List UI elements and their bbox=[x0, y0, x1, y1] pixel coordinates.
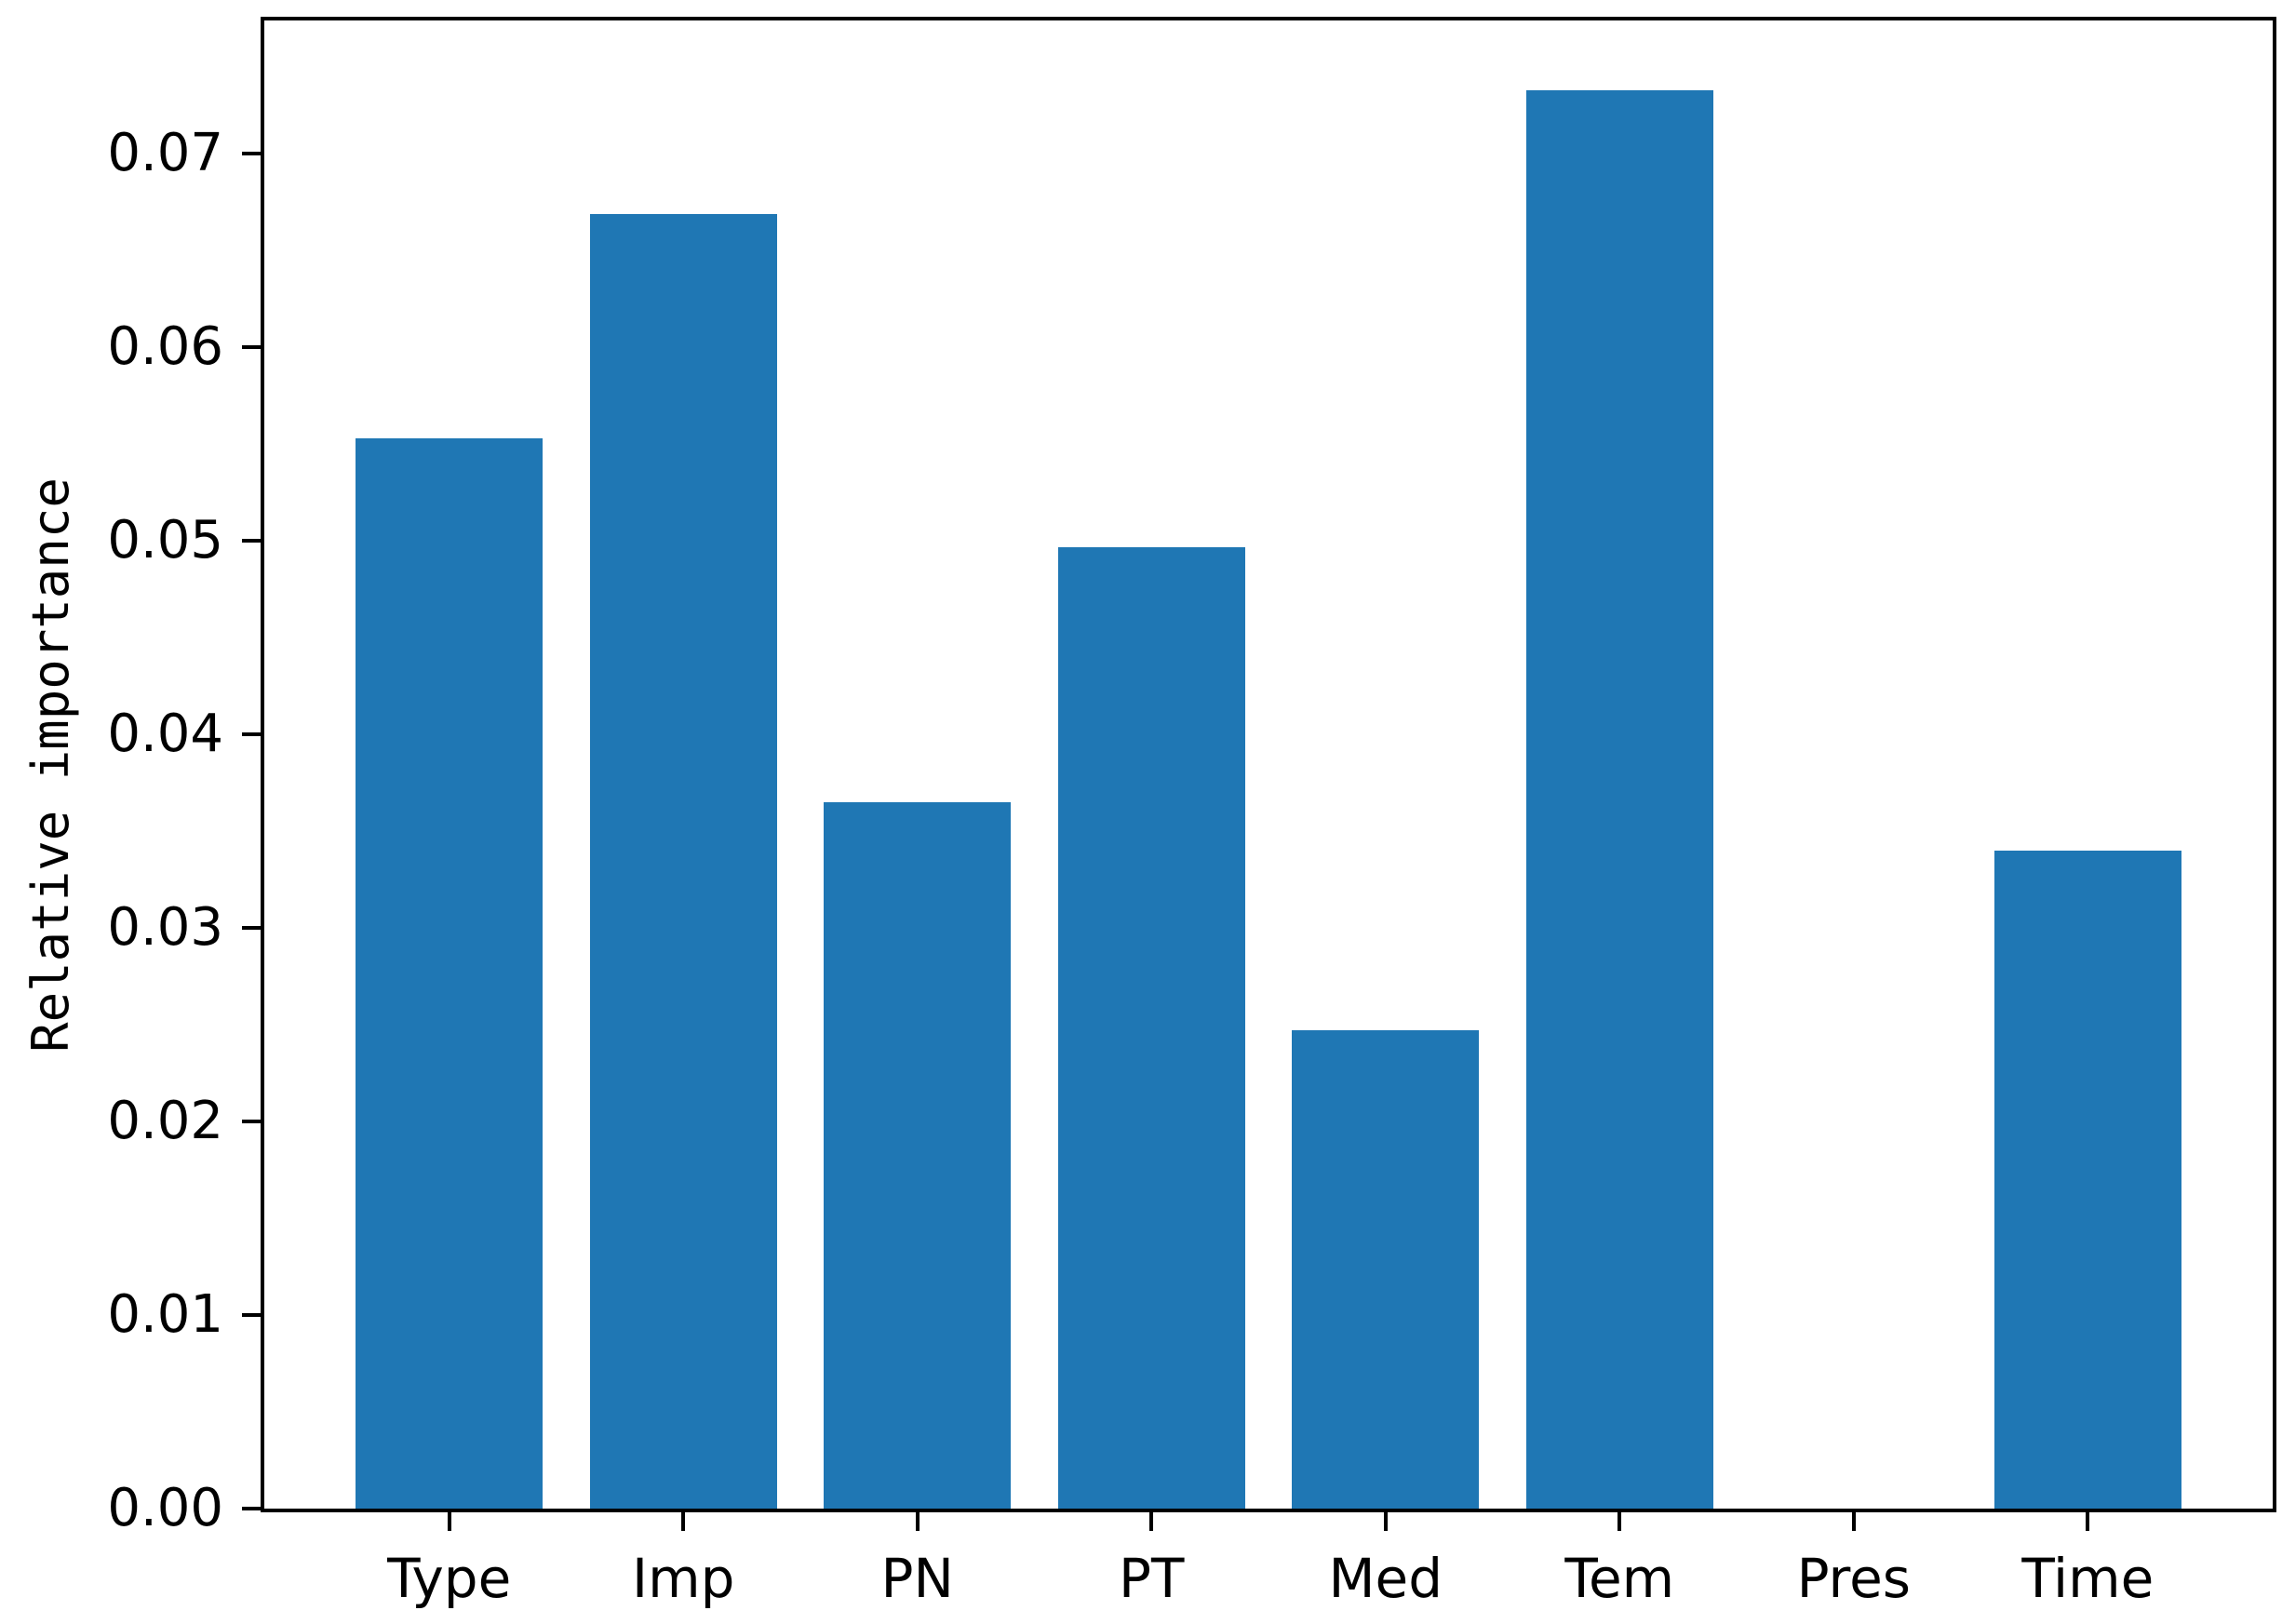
bar-tem bbox=[1525, 89, 1713, 1509]
x-tick-mark-imp bbox=[681, 1512, 686, 1531]
bar-pt bbox=[1057, 546, 1245, 1509]
y-tick-mark-0.01 bbox=[242, 1313, 261, 1318]
y-tick-mark-0.07 bbox=[242, 152, 261, 156]
x-tick-mark-pn bbox=[915, 1512, 920, 1531]
plot-area: 0.00 0.01 0.02 0.03 0.04 0.05 0.06 0.07 Type Imp… bbox=[107, 17, 2276, 1605]
y-tick-label-0.06: 0.06 bbox=[107, 316, 223, 378]
y-tick-label-0.04: 0.04 bbox=[107, 704, 223, 765]
y-tick-mark-0.03 bbox=[242, 926, 261, 931]
y-tick-mark-0.00 bbox=[242, 1507, 261, 1510]
bar-imp bbox=[589, 213, 777, 1509]
x-tick-mark-pt bbox=[1149, 1512, 1154, 1531]
y-tick-label-0.07: 0.07 bbox=[107, 123, 223, 184]
y-tick-mark-0.05 bbox=[242, 539, 261, 544]
bar-med bbox=[1292, 1030, 1480, 1509]
y-axis-label: Relative importance bbox=[21, 477, 80, 1053]
y-tick-label-0.05: 0.05 bbox=[107, 510, 223, 571]
bar-type bbox=[356, 438, 544, 1509]
x-tick-mark-med bbox=[1383, 1512, 1388, 1531]
x-tick-label-pn: PN bbox=[880, 1547, 954, 1610]
bar-pn bbox=[824, 802, 1012, 1509]
x-tick-label-tem: Tem bbox=[1564, 1547, 1675, 1610]
y-tick-mark-0.06 bbox=[242, 345, 261, 350]
x-tick-mark-pres bbox=[1851, 1512, 1856, 1531]
x-tick-label-type: Type bbox=[387, 1547, 512, 1610]
x-tick-label-pt: PT bbox=[1119, 1547, 1185, 1610]
y-tick-label-0.03: 0.03 bbox=[107, 897, 223, 959]
y-tick-label-0.02: 0.02 bbox=[107, 1091, 223, 1152]
x-tick-label-pres: Pres bbox=[1796, 1547, 1911, 1610]
x-tick-mark-tem bbox=[1618, 1512, 1622, 1531]
y-tick-mark-0.02 bbox=[242, 1120, 261, 1124]
x-tick-label-imp: Imp bbox=[631, 1547, 735, 1610]
y-tick-label-0.01: 0.01 bbox=[107, 1284, 223, 1346]
bar-time bbox=[1993, 851, 2181, 1509]
x-tick-label-time: Time bbox=[2021, 1547, 2154, 1610]
y-tick-label-0.00: 0.00 bbox=[107, 1478, 223, 1538]
y-tick-mark-0.04 bbox=[242, 732, 261, 737]
x-tick-mark-type bbox=[447, 1512, 451, 1531]
x-tick-label-med: Med bbox=[1328, 1547, 1443, 1610]
x-tick-mark-time bbox=[2086, 1512, 2090, 1531]
